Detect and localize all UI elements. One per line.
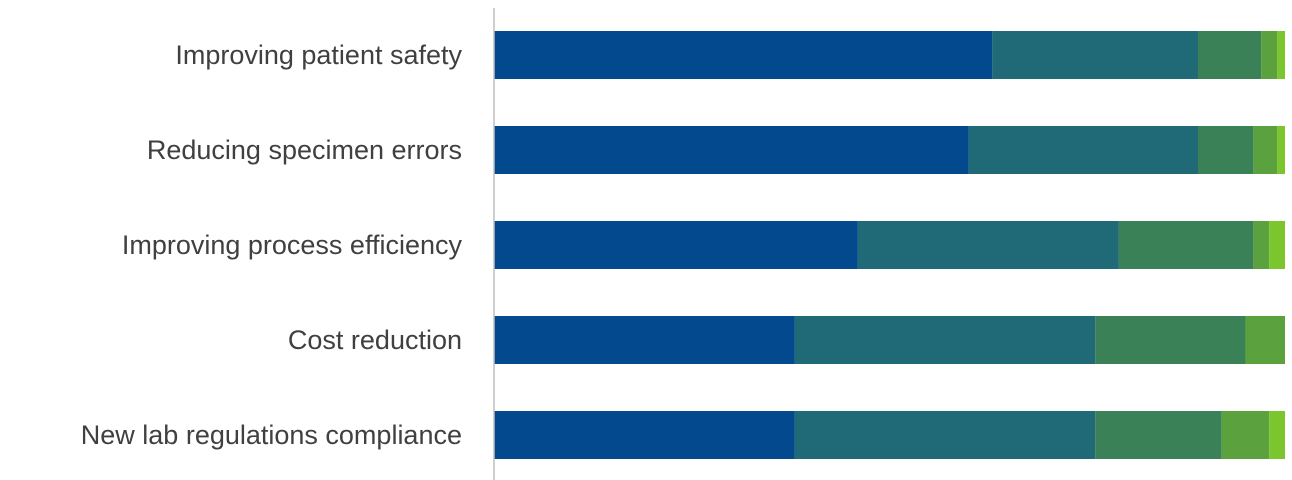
bar-segment-5	[1277, 31, 1285, 79]
bar-segment-5	[1277, 126, 1285, 174]
bar-segment-3	[1118, 221, 1254, 269]
category-label: Improving process efficiency	[122, 230, 463, 260]
bar-segment-2	[992, 31, 1198, 79]
bar-segment-1	[494, 316, 795, 364]
category-label: Reducing specimen errors	[147, 135, 462, 165]
bar-segment-5	[1269, 411, 1285, 459]
bar-segment-4	[1253, 221, 1270, 269]
category-label: Cost reduction	[288, 325, 462, 355]
bar-segment-5	[1269, 221, 1285, 269]
bar-segment-1	[494, 221, 858, 269]
category-label: New lab regulations compliance	[81, 420, 462, 450]
bar-segment-3	[1095, 411, 1222, 459]
bar-segment-3	[1197, 31, 1262, 79]
bar-segment-2	[968, 126, 1198, 174]
bar-segment-1	[494, 411, 795, 459]
category-label: Improving patient safety	[175, 40, 462, 70]
bar-segment-4	[1261, 31, 1278, 79]
bar-segment-1	[494, 31, 993, 79]
bar-segment-1	[494, 126, 969, 174]
bar-segment-2	[794, 411, 1096, 459]
bar-segment-2	[857, 221, 1119, 269]
bar-segment-2	[794, 316, 1096, 364]
bar-segment-4	[1221, 411, 1270, 459]
bar-segment-3	[1197, 126, 1254, 174]
bar-segment-4	[1253, 126, 1278, 174]
bar-segment-4	[1245, 316, 1285, 364]
bar-segment-3	[1095, 316, 1246, 364]
